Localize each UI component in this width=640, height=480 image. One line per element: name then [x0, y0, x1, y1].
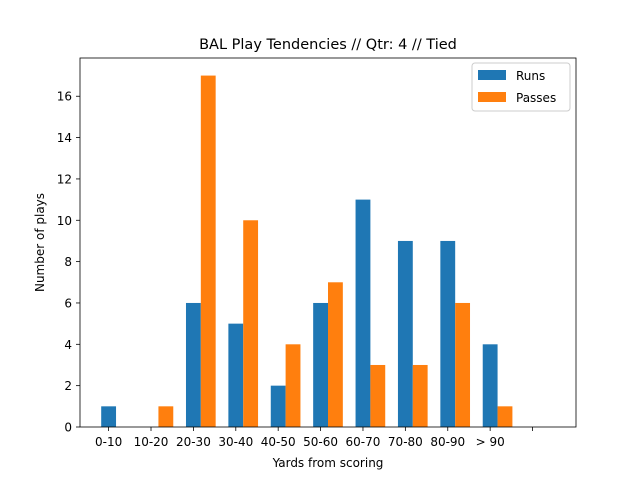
y-tick-label: 14 — [57, 131, 72, 145]
bar-passes-10-20 — [158, 406, 174, 427]
x-tick-label: 40-50 — [261, 435, 296, 449]
bar-passes-40-50 — [285, 344, 301, 427]
bar-passes-50-60 — [328, 282, 343, 427]
y-tick-label: 4 — [64, 338, 72, 352]
bar-runs-20-30 — [185, 302, 201, 427]
y-axis-label: Number of plays — [33, 193, 47, 292]
legend-swatch-passes — [478, 92, 506, 102]
y-tick-label: 10 — [57, 214, 72, 228]
chart-title: BAL Play Tendencies // Qtr: 4 // Tied — [199, 37, 457, 53]
y-tick-label: 2 — [64, 379, 72, 393]
bar-runs-70-80 — [397, 240, 413, 427]
bar-passes-90 — [497, 406, 513, 427]
bar-runs-50-60 — [313, 302, 328, 427]
y-tick-label: 8 — [64, 255, 72, 269]
y-tick-label: 6 — [64, 296, 72, 310]
x-axis-label: Yards from scoring — [272, 456, 384, 470]
x-tick-label: 10-20 — [134, 435, 169, 449]
x-tick-label: 60-70 — [346, 435, 381, 449]
legend-swatch-runs — [478, 70, 506, 80]
bar-runs-80-90 — [440, 240, 456, 427]
x-tick-label: 70-80 — [388, 435, 423, 449]
x-tick-label: 0-10 — [95, 435, 122, 449]
bar-passes-20-30 — [200, 75, 216, 428]
x-tick-label: > 90 — [476, 435, 505, 449]
x-axis-ticks: 0-10 10-20 20-30 30-40 40-50 50-60 60-70 70-80 8… — [95, 427, 533, 449]
bar-passes-70-80 — [412, 364, 428, 427]
y-axis-ticks: 0 2 4 6 8 10 12 14 16 — [57, 90, 80, 435]
bar-runs-40-50 — [270, 385, 286, 427]
legend-label-passes: Passes — [516, 91, 556, 105]
x-tick-label: 50-60 — [303, 435, 338, 449]
bar-passes-60-70 — [370, 364, 386, 427]
legend: Runs Passes — [471, 62, 571, 112]
legend-label-runs: Runs — [516, 69, 545, 83]
y-tick-label: 0 — [64, 421, 72, 435]
bars-layer — [101, 75, 513, 428]
bar-runs-60-70 — [355, 199, 371, 427]
bar-runs-0-10 — [101, 406, 117, 427]
bar-runs-30-40 — [228, 323, 244, 427]
bar-passes-80-90 — [455, 302, 471, 427]
bar-passes-30-40 — [243, 220, 259, 427]
x-tick-label: 80-90 — [430, 435, 465, 449]
plot-frame — [79, 57, 577, 428]
y-tick-label: 16 — [57, 90, 72, 104]
y-tick-label: 12 — [57, 172, 72, 186]
x-tick-label: 30-40 — [218, 435, 253, 449]
x-tick-label: 20-30 — [176, 435, 211, 449]
bar-runs-90 — [482, 344, 498, 427]
